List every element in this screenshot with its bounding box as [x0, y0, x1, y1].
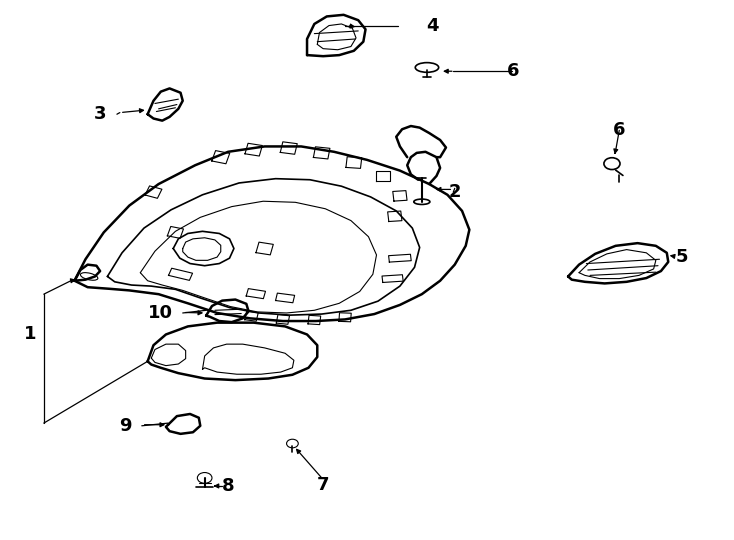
Text: 1: 1 [24, 326, 37, 343]
Text: 5: 5 [675, 247, 688, 266]
Text: 10: 10 [148, 304, 173, 322]
Text: 6: 6 [613, 122, 625, 139]
Text: 7: 7 [317, 476, 330, 494]
Text: 2: 2 [448, 183, 461, 201]
Text: 4: 4 [426, 17, 439, 35]
Text: 6: 6 [507, 62, 520, 80]
Text: 8: 8 [222, 477, 234, 495]
Text: 9: 9 [120, 417, 132, 435]
Text: 3: 3 [94, 105, 106, 123]
